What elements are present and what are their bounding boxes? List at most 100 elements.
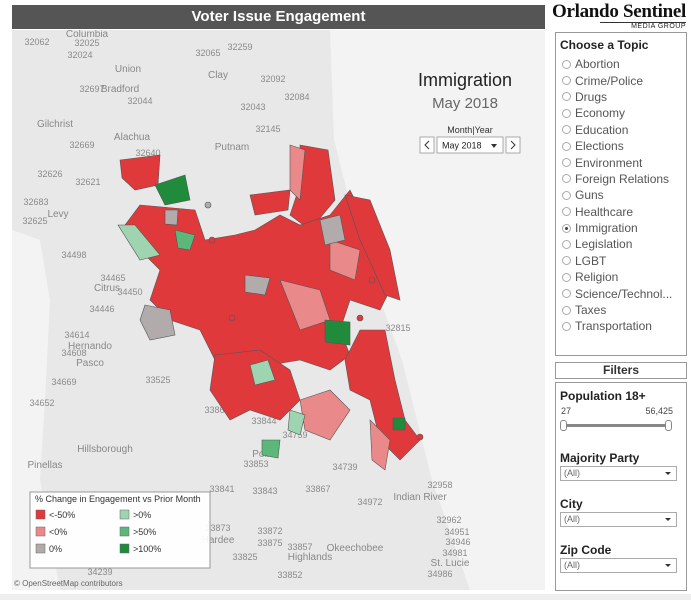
legend-swatch: [35, 509, 46, 520]
topic-option[interactable]: Healthcare: [556, 204, 686, 220]
radio-button[interactable]: [562, 59, 571, 69]
region[interactable]: [279, 279, 331, 331]
map-label: 32625: [22, 216, 47, 226]
region[interactable]: [249, 189, 291, 216]
filter-dropdown[interactable]: (All): [560, 558, 677, 573]
topic-option[interactable]: Education: [556, 122, 686, 138]
region[interactable]: [356, 314, 364, 322]
radio-button[interactable]: [562, 76, 571, 86]
map-label: 34450: [117, 287, 142, 297]
radio-button[interactable]: [562, 92, 571, 102]
topic-list: Abortion Crime/Police Drugs Economy Educatio…: [556, 56, 686, 335]
topic-option[interactable]: Environment: [556, 154, 686, 170]
filter-label: Zip Code: [560, 543, 612, 557]
map-label: 34239: [87, 567, 112, 577]
radio-button[interactable]: [562, 190, 571, 200]
region[interactable]: [319, 214, 346, 246]
map-label: Levy: [47, 209, 68, 220]
topic-option[interactable]: Religion: [556, 269, 686, 285]
map-label: 33868: [204, 405, 229, 415]
topic-option[interactable]: Crime/Police: [556, 72, 686, 88]
map-topic: Immigration: [418, 70, 512, 90]
prev-button[interactable]: [419, 136, 435, 154]
filter-dropdown[interactable]: (All): [560, 512, 677, 527]
topic-panel: Choose a Topic Abortion Crime/Police Drugs…: [555, 32, 687, 356]
prev-arrow: [424, 140, 430, 150]
region[interactable]: [392, 417, 406, 431]
map-label: 34951: [444, 527, 469, 537]
topic-option[interactable]: Science/Technol...: [556, 285, 686, 301]
radio-button[interactable]: [562, 239, 571, 249]
radio-button[interactable]: [562, 125, 571, 135]
map-label: 33852: [277, 570, 302, 580]
region[interactable]: [299, 389, 351, 441]
region[interactable]: [204, 201, 212, 209]
region[interactable]: [344, 194, 401, 301]
topic-option[interactable]: Immigration: [556, 220, 686, 236]
footer-strip: [0, 594, 691, 600]
next-button[interactable]: [505, 136, 521, 154]
filters-header: Filters: [555, 362, 687, 379]
map-label: 34739: [332, 462, 357, 472]
region[interactable]: [117, 224, 161, 261]
radio-button[interactable]: [562, 158, 571, 168]
topic-label: Crime/Police: [575, 73, 644, 88]
region[interactable]: [416, 433, 424, 441]
radio-button[interactable]: [562, 141, 571, 151]
map-label: 32621: [75, 177, 100, 187]
radio-button[interactable]: [562, 305, 571, 315]
next-arrow: [510, 140, 516, 150]
topic-option[interactable]: Economy: [556, 105, 686, 121]
region[interactable]: [174, 229, 196, 251]
topic-option[interactable]: Foreign Relations: [556, 171, 686, 187]
region[interactable]: [261, 439, 281, 459]
radio-button[interactable]: [562, 207, 571, 217]
region[interactable]: [164, 209, 179, 226]
map-label: Columbia: [66, 30, 109, 40]
radio-button[interactable]: [562, 108, 571, 118]
month-dropdown[interactable]: [436, 136, 504, 154]
radio-button[interactable]: [562, 223, 571, 233]
region[interactable]: [119, 154, 161, 191]
region[interactable]: [244, 274, 271, 296]
topic-option[interactable]: Transportation: [556, 318, 686, 334]
topic-option[interactable]: LGBT: [556, 253, 686, 269]
map-label: Clay: [208, 70, 228, 81]
filter-dropdown[interactable]: (All): [560, 466, 677, 481]
topic-option[interactable]: Drugs: [556, 89, 686, 105]
region[interactable]: [139, 304, 176, 341]
region[interactable]: [329, 239, 361, 281]
region[interactable]: [287, 409, 306, 436]
topic-option[interactable]: Elections: [556, 138, 686, 154]
region[interactable]: [368, 276, 376, 284]
region[interactable]: [289, 144, 306, 201]
radio-button[interactable]: [562, 256, 571, 266]
region[interactable]: [249, 359, 276, 386]
logo-subtitle: MEDIA GROUP: [600, 22, 686, 30]
map-label: Hardee: [202, 535, 235, 546]
map-label: 33875: [257, 538, 282, 548]
selector-label: Month|Year: [447, 125, 493, 135]
radio-button[interactable]: [562, 174, 571, 184]
legend-label: >50%: [133, 527, 156, 537]
map-label: Indian River: [393, 492, 447, 503]
region[interactable]: [369, 419, 391, 471]
slider-max: 56,425: [645, 406, 673, 416]
slider-handle[interactable]: [560, 420, 567, 431]
topic-option[interactable]: Abortion: [556, 56, 686, 72]
map-label: 33872: [257, 526, 282, 536]
topic-option[interactable]: Taxes: [556, 302, 686, 318]
slider-handle[interactable]: [665, 420, 672, 431]
topic-option[interactable]: Guns: [556, 187, 686, 203]
topic-option[interactable]: Legislation: [556, 236, 686, 252]
region[interactable]: [228, 314, 236, 322]
map-label: 33843: [252, 486, 277, 496]
radio-button[interactable]: [562, 321, 571, 331]
region[interactable]: [154, 174, 191, 206]
radio-button[interactable]: [562, 289, 571, 299]
region[interactable]: [208, 236, 216, 244]
region[interactable]: [324, 319, 351, 346]
topic-label: Taxes: [575, 303, 607, 318]
radio-button[interactable]: [562, 272, 571, 282]
map-label: 34986: [427, 569, 452, 579]
